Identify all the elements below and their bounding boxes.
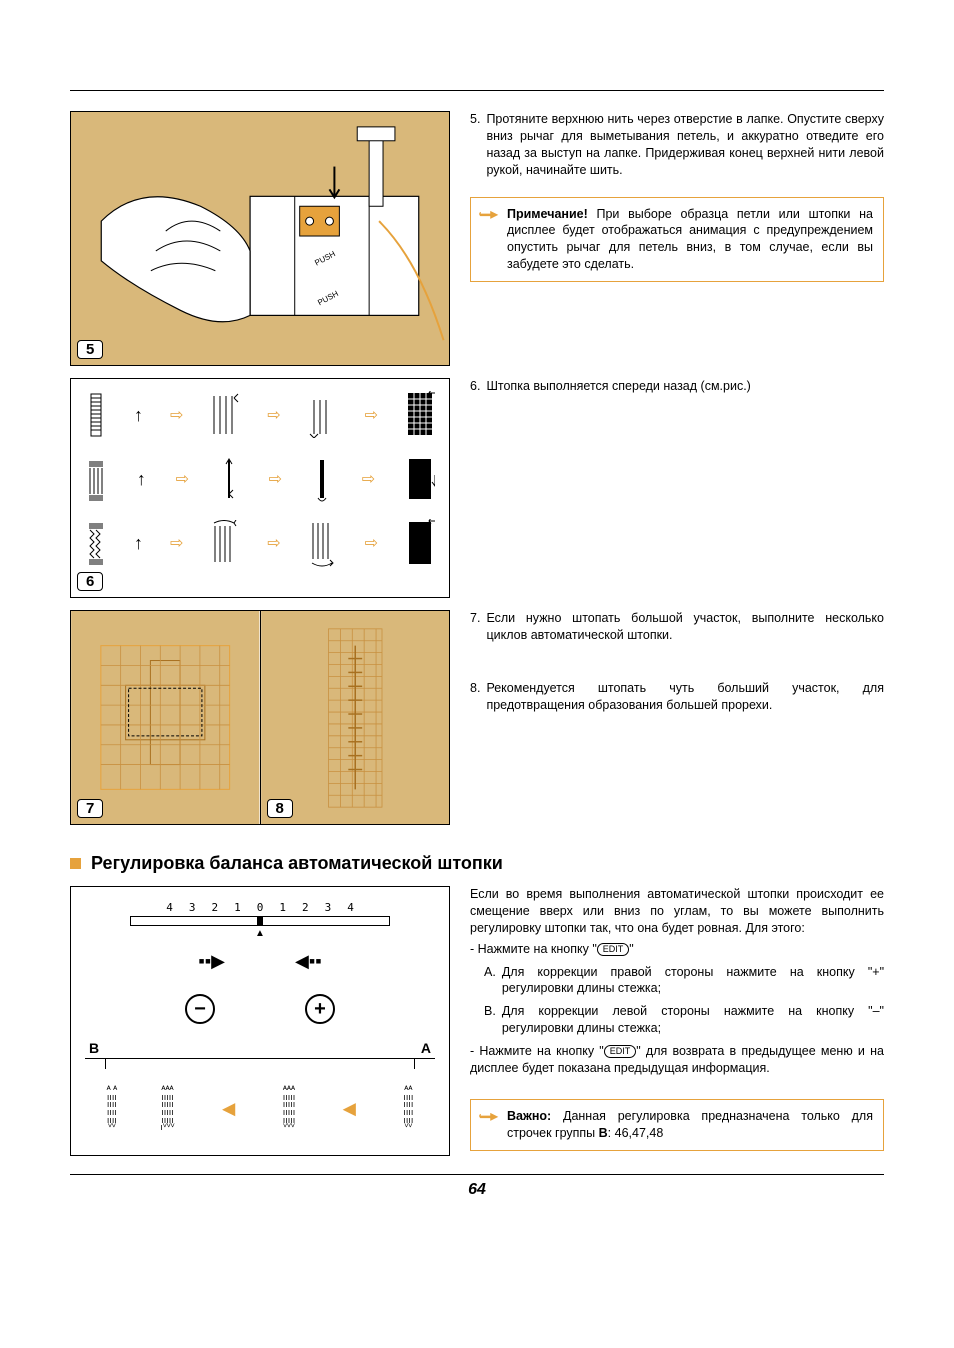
- balance-press-edit-2: - Нажмите на кнопку "EDIT" для возврата …: [470, 1043, 884, 1077]
- plus-button: +: [305, 994, 335, 1024]
- figure-6-label: 6: [77, 572, 103, 591]
- balance-intro: Если во время выполнения автоматической …: [470, 886, 884, 937]
- step-6-text: Штопка выполняется спереди назад (см.рис…: [486, 378, 750, 395]
- minus-button: −: [185, 994, 215, 1024]
- step-8-number: 8.: [470, 680, 480, 714]
- figure-7-half: 7: [71, 611, 260, 824]
- section-heading-text: Регулировка баланса автоматической штопк…: [91, 853, 503, 874]
- step-6-number: 6.: [470, 378, 480, 395]
- figure-6-row-2: ↑ ⇨ ⇨ ⇨: [85, 455, 435, 503]
- pointing-hand-icon: [479, 1108, 499, 1124]
- balance-item-a: A. Для коррекции правой стороны нажмите …: [484, 964, 884, 998]
- note-box-2: Важно: Данная регулировка предназначена …: [470, 1099, 884, 1151]
- note-2-bold: Важно:: [507, 1109, 551, 1123]
- balance-scale: 4 3 2 1 0 1 2 3 4 ▲: [85, 901, 435, 939]
- top-horizontal-rule: [70, 90, 884, 91]
- figure-balance: 4 3 2 1 0 1 2 3 4 ▲: [70, 886, 450, 1156]
- pointing-hand-icon: [479, 206, 499, 222]
- figure-6: ↑ ⇨ ⇨ ⇨ ↑ ⇨ ⇨ ⇨: [70, 378, 450, 598]
- scale-num: 4: [166, 901, 173, 914]
- arrow-left-icon: ◄: [218, 1096, 240, 1122]
- figure-7-8: 7: [70, 610, 450, 825]
- step-7-number: 7.: [470, 610, 480, 644]
- balance-label-b: B: [89, 1040, 99, 1056]
- scale-num: 3: [189, 901, 196, 914]
- scale-num: 0: [257, 901, 264, 914]
- scale-num: 2: [211, 901, 218, 914]
- figure-5-label: 5: [77, 340, 103, 359]
- step-7: 7. Если нужно штопать большой участок, в…: [470, 610, 884, 644]
- figure-5: PUSH PUSH 5: [70, 111, 450, 366]
- row-balance: 4 3 2 1 0 1 2 3 4 ▲: [70, 886, 884, 1156]
- figure-8-half: 8: [261, 611, 450, 824]
- balance-item-b: B. Для коррекции левой стороны нажмите н…: [484, 1003, 884, 1037]
- row-step-6: ↑ ⇨ ⇨ ⇨ ↑ ⇨ ⇨ ⇨: [70, 378, 884, 598]
- step-8: 8. Рекомендуется штопать чуть больший уч…: [470, 680, 884, 714]
- note-1-bold: Примечание!: [507, 207, 588, 221]
- balance-label-a: A: [421, 1040, 431, 1056]
- step-8-text: Рекомендуется штопать чуть больший участ…: [486, 680, 884, 714]
- note-2-tail: : 46,47,48: [608, 1126, 664, 1140]
- balance-stitch-samples: ᴬ ᴬıııııııııııııııı ⱽⱽ ᴬᴬᴬıııııııııııııı…: [85, 1086, 435, 1132]
- scale-num: 2: [302, 901, 309, 914]
- row-step-5: PUSH PUSH 5 5. Протяните верхнюю нить че…: [70, 111, 884, 366]
- figure-8-label: 8: [267, 799, 293, 818]
- page-number: 64: [70, 1174, 884, 1199]
- section-heading-balance: Регулировка баланса автоматической штопк…: [70, 853, 884, 874]
- step-7-text: Если нужно штопать большой участок, выпо…: [486, 610, 884, 644]
- scale-num: 1: [234, 901, 241, 914]
- figure-6-row-3: ↑ ⇨ ⇨ ⇨: [85, 519, 435, 567]
- scale-num: 1: [279, 901, 286, 914]
- figure-7-label: 7: [77, 799, 103, 818]
- scale-num: 4: [347, 901, 354, 914]
- balance-arrow-row: ▪▪▶◀▪▪: [85, 951, 435, 972]
- step-5-number: 5.: [470, 111, 480, 179]
- step-6: 6. Штопка выполняется спереди назад (см.…: [470, 378, 884, 395]
- balance-buttons: − +: [85, 994, 435, 1024]
- note-box-1: Примечание! При выборе образца петли или…: [470, 197, 884, 283]
- row-steps-7-8: 7: [70, 610, 884, 825]
- figure-5-illustration: PUSH PUSH: [71, 112, 449, 365]
- note-2-text: Данная регулировка предназначена только …: [507, 1109, 873, 1140]
- figure-6-row-1: ↑ ⇨ ⇨ ⇨: [85, 391, 435, 439]
- edit-button-icon: EDIT: [604, 1045, 637, 1058]
- edit-button-icon: EDIT: [597, 943, 630, 956]
- scale-num: 3: [325, 901, 332, 914]
- balance-press-edit: - Нажмите на кнопку "EDIT": [470, 941, 884, 958]
- arrow-left-icon: ◄: [338, 1096, 360, 1122]
- note-2-group: B: [599, 1126, 608, 1140]
- square-bullet-icon: [70, 858, 81, 869]
- step-5-text: Протяните верхнюю нить через отверстие в…: [486, 111, 884, 179]
- step-5: 5. Протяните верхнюю нить через отверсти…: [470, 111, 884, 179]
